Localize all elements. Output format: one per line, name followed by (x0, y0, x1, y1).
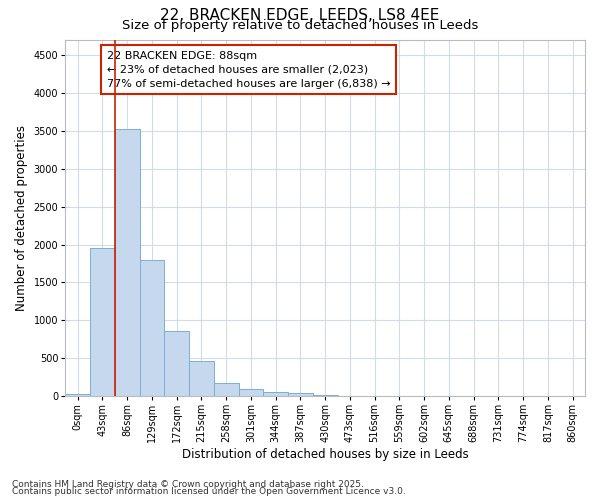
X-axis label: Distribution of detached houses by size in Leeds: Distribution of detached houses by size … (182, 448, 469, 461)
Bar (263, 392, 288, 396)
Bar (189, 362, 214, 396)
Bar (90, 248, 115, 396)
Bar (164, 331, 189, 396)
Bar (65, 394, 90, 396)
Bar (214, 383, 239, 396)
Bar (239, 388, 263, 396)
Text: 22 BRACKEN EDGE: 88sqm
← 23% of detached houses are smaller (2,023)
77% of semi-: 22 BRACKEN EDGE: 88sqm ← 23% of detached… (107, 50, 391, 88)
Text: Size of property relative to detached houses in Leeds: Size of property relative to detached ho… (122, 18, 478, 32)
Bar (139, 260, 164, 396)
Bar (313, 394, 337, 396)
Text: Contains HM Land Registry data © Crown copyright and database right 2025.: Contains HM Land Registry data © Crown c… (12, 480, 364, 489)
Bar (288, 393, 313, 396)
Bar (115, 128, 139, 396)
Text: Contains public sector information licensed under the Open Government Licence v3: Contains public sector information licen… (12, 487, 406, 496)
Y-axis label: Number of detached properties: Number of detached properties (15, 125, 28, 311)
Text: 22, BRACKEN EDGE, LEEDS, LS8 4EE: 22, BRACKEN EDGE, LEEDS, LS8 4EE (160, 8, 440, 22)
